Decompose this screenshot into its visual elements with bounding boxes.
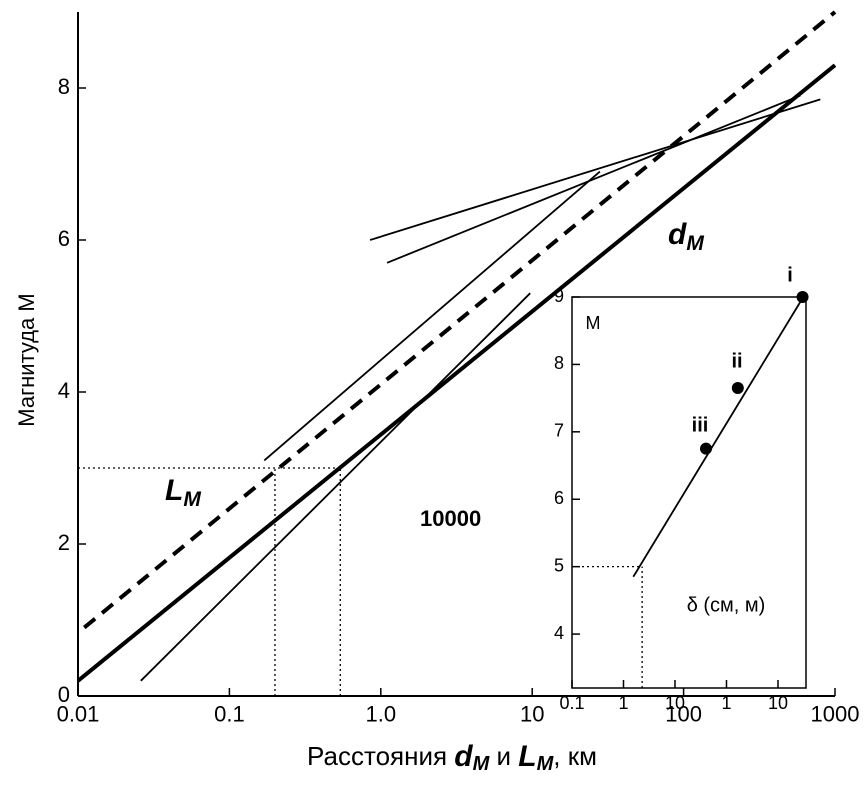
- x-tick-label: 0.01: [57, 702, 100, 727]
- line-dashed: [82, 10, 837, 630]
- line-thin: [140, 292, 531, 682]
- x-axis-label-part: L: [518, 740, 536, 773]
- x-axis-label: Расстояния dM и LM, км: [307, 740, 597, 775]
- point-label: iii: [692, 414, 709, 436]
- x-axis-label-part: d: [454, 740, 473, 773]
- line-thick: [76, 63, 837, 683]
- point-label: ii: [731, 350, 742, 372]
- line-thin: [369, 98, 821, 241]
- x-axis-label: δ (см, м): [687, 594, 766, 616]
- y-tick-label: 0: [58, 682, 70, 707]
- annotation: dM: [668, 218, 704, 255]
- annotation-text: L: [165, 474, 183, 507]
- y-axis-label: M: [586, 313, 601, 333]
- data-point: [699, 442, 712, 455]
- line-thin: [632, 296, 805, 578]
- x-tick-label: 10: [520, 702, 544, 727]
- x-axis-label-part: M: [537, 753, 555, 775]
- data-point: [796, 291, 809, 303]
- line-thin: [263, 170, 601, 462]
- annotation: LM: [165, 474, 201, 511]
- annotation-sub: M: [686, 232, 704, 255]
- x-tick-label: 0.1: [559, 693, 584, 713]
- y-tick-label: 7: [554, 421, 564, 441]
- y-tick-label: 2: [58, 530, 70, 555]
- x-tick-label: 1: [618, 693, 628, 713]
- y-tick-label: 8: [58, 74, 70, 99]
- annotation-text: 10000: [420, 506, 481, 531]
- point-label: i: [787, 264, 793, 286]
- x-tick-label: 100: [665, 702, 702, 727]
- y-tick-label: 4: [554, 623, 564, 643]
- y-tick-label: 9: [554, 286, 564, 306]
- x-tick-label: 0.1: [214, 702, 245, 727]
- x-tick-label: 1: [721, 693, 731, 713]
- y-tick-label: 8: [554, 353, 564, 373]
- inset-frame: [571, 296, 807, 689]
- x-tick-label: 10: [768, 693, 788, 713]
- annotation: 10000: [420, 506, 481, 531]
- x-axis-label-part: , км: [553, 741, 597, 771]
- y-tick-label: 5: [554, 555, 564, 575]
- x-axis-label-part: M: [473, 753, 491, 775]
- x-tick-label: 1000: [811, 702, 860, 727]
- x-tick-label: 10: [665, 693, 685, 713]
- annotation-sub: M: [183, 488, 201, 511]
- x-axis-label-part: Расстояния: [307, 741, 454, 771]
- y-tick-label: 6: [554, 488, 564, 508]
- line-thin: [386, 94, 801, 264]
- y-tick-label: 6: [58, 226, 70, 251]
- annotation-text: d: [668, 218, 687, 251]
- data-point: [731, 382, 744, 395]
- y-axis-label: Магнитуда М: [14, 293, 39, 426]
- x-axis-label-part: и: [489, 741, 518, 771]
- x-tick-label: 1.0: [366, 702, 397, 727]
- y-tick-label: 4: [58, 378, 70, 403]
